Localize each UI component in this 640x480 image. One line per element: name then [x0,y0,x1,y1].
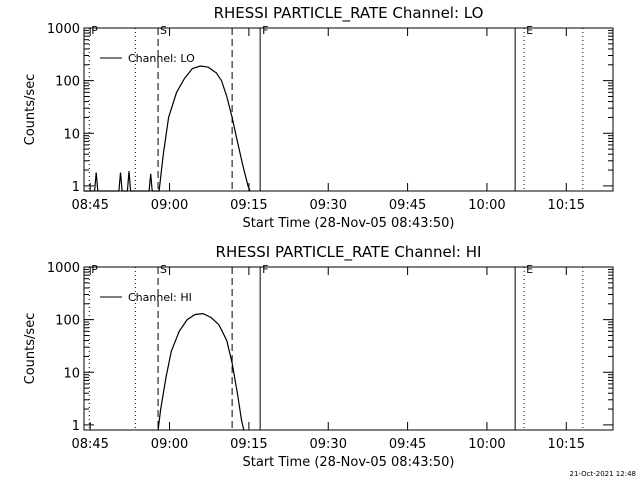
x-axis-label: Start Time (28-Nov-05 08:43:50) [243,455,455,470]
x-tick-label: 10:00 [468,437,505,452]
plot-frame [83,266,614,431]
x-tick-label: 09:15 [230,198,267,213]
x-tick-label: 09:00 [151,198,188,213]
footer-timestamp: 21-Oct-2021 12:48 [570,470,636,478]
y-axis-label: Counts/sec [23,74,38,146]
y-tick-label: 1000 [47,261,80,276]
event-marker-label: P [91,24,98,37]
panel-hi: RHESSI PARTICLE_RATE Channel: HI 08:45 09:… [23,243,614,470]
x-tick-label: 09:45 [389,198,426,213]
chart-title: RHESSI PARTICLE_RATE Channel: HI [216,243,482,262]
legend-label: Channel: LO [128,52,195,65]
y-axis-label: Counts/sec [23,313,38,385]
y-tick-label: 1000 [47,22,80,37]
x-tick-label: 10:15 [548,198,585,213]
x-tick-label: 09:00 [151,437,188,452]
chart-title: RHESSI PARTICLE_RATE Channel: LO [214,4,484,23]
x-tick-label: 09:15 [230,437,267,452]
y-tick-label: 10 [63,127,80,142]
y-tick-label: 100 [55,75,80,90]
x-axis-label: Start Time (28-Nov-05 08:43:50) [243,216,455,231]
event-marker-label: E [526,24,533,37]
x-tick-label: 09:30 [310,198,347,213]
event-marker-label: E [526,263,533,276]
event-marker-label: F [262,24,268,37]
x-tick-label: 08:45 [71,437,108,452]
x-tick-label: 10:00 [468,198,505,213]
x-tick-label: 09:45 [389,437,426,452]
y-tick-label: 100 [55,314,80,329]
plot-frame [83,27,614,192]
event-marker-label: S [160,24,167,37]
y-tick-label: 1 [72,180,80,195]
y-tick-label: 1 [72,419,80,434]
event-marker-label: F [262,263,268,276]
x-tick-label: 10:15 [548,437,585,452]
series-line [157,312,245,431]
x-tick-label: 08:45 [71,198,108,213]
panel-lo: RHESSI PARTICLE_RATE Channel: LO 08:45 09:… [23,4,614,231]
y-tick-label: 10 [63,366,80,381]
event-marker-label: S [160,263,167,276]
series-line [84,65,251,192]
legend-label: Channel: HI [128,291,192,304]
x-tick-label: 09:30 [310,437,347,452]
event-marker-label: P [91,263,98,276]
